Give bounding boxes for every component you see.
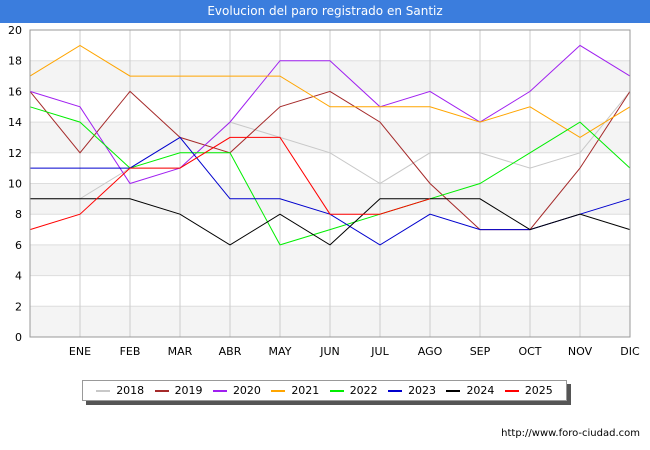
y-tick-label: 12 [8,147,22,160]
legend-label: 2018 [116,384,145,397]
legend-label: 2024 [466,384,495,397]
legend-swatch [271,389,286,392]
legend-label: 2019 [174,384,203,397]
legend-item-2020: 2020 [212,384,261,397]
y-tick-label: 0 [15,331,22,344]
series-line-2020 [29,44,631,185]
x-tick-label: DIC [620,345,640,358]
y-tick-label: 18 [8,55,22,68]
x-tick-label: ABR [219,345,242,358]
y-tick-label: 6 [15,239,22,252]
y-tick-label: 14 [8,116,22,129]
legend-item-2019: 2019 [154,384,203,397]
legend: 2018 2019 2020 2021 2022 2023 2024 2025 [82,380,567,401]
series-lines [29,44,631,246]
x-tick-label: MAR [168,345,193,358]
x-tick-label: FEB [120,345,141,358]
legend-swatch [212,389,227,392]
y-tick-label: 20 [8,24,22,37]
y-tick-label: 10 [8,178,22,191]
legend-item-2018: 2018 [96,384,144,397]
series-line-2021 [29,44,631,138]
legend-item-2024: 2024 [446,384,494,397]
chart-title: Evolucion del paro registrado en Santiz [0,0,650,23]
legend-swatch [96,389,111,392]
y-tick-label: 4 [15,270,22,283]
y-tick-labels: 0 2 4 6 8 10 12 14 16 18 20 [8,24,22,344]
plot-frame [29,29,631,338]
legend-label: 2020 [232,384,261,397]
legend-item-2022: 2022 [329,384,378,397]
x-tick-label: JUN [319,345,340,358]
x-tick-labels: ENE FEB MAR ABR MAY JUN JUL AGO SEP OCT NOV DIC [69,345,640,358]
legend-label: 2025 [524,384,553,397]
x-tick-label: NOV [568,345,593,358]
series-line-2024 [30,198,631,246]
x-tick-label: MAY [269,345,292,358]
legend-label: 2022 [349,384,378,397]
y-tick-label: 16 [8,85,22,98]
legend-item-2025: 2025 [504,384,553,397]
x-tick-label: SEP [470,345,491,358]
series-line-2025 [29,136,431,231]
legend-swatch [388,389,403,392]
x-tick-label: OCT [518,345,541,358]
x-tick-label: JUL [370,345,389,358]
legend-swatch [504,389,519,392]
x-tick-label: ENE [69,345,91,358]
legend-swatch [446,389,461,392]
legend-label: 2021 [291,384,320,397]
legend-swatch [329,389,344,392]
legend-item-2023: 2023 [388,384,436,397]
y-tick-label: 2 [15,300,22,313]
source-text: http://www.foro-ciudad.com [501,428,640,439]
legend-swatch [154,389,169,392]
legend-label: 2023 [408,384,437,397]
legend-item-2021: 2021 [271,384,319,397]
y-tick-label: 8 [15,208,22,221]
x-tick-label: AGO [418,345,443,358]
